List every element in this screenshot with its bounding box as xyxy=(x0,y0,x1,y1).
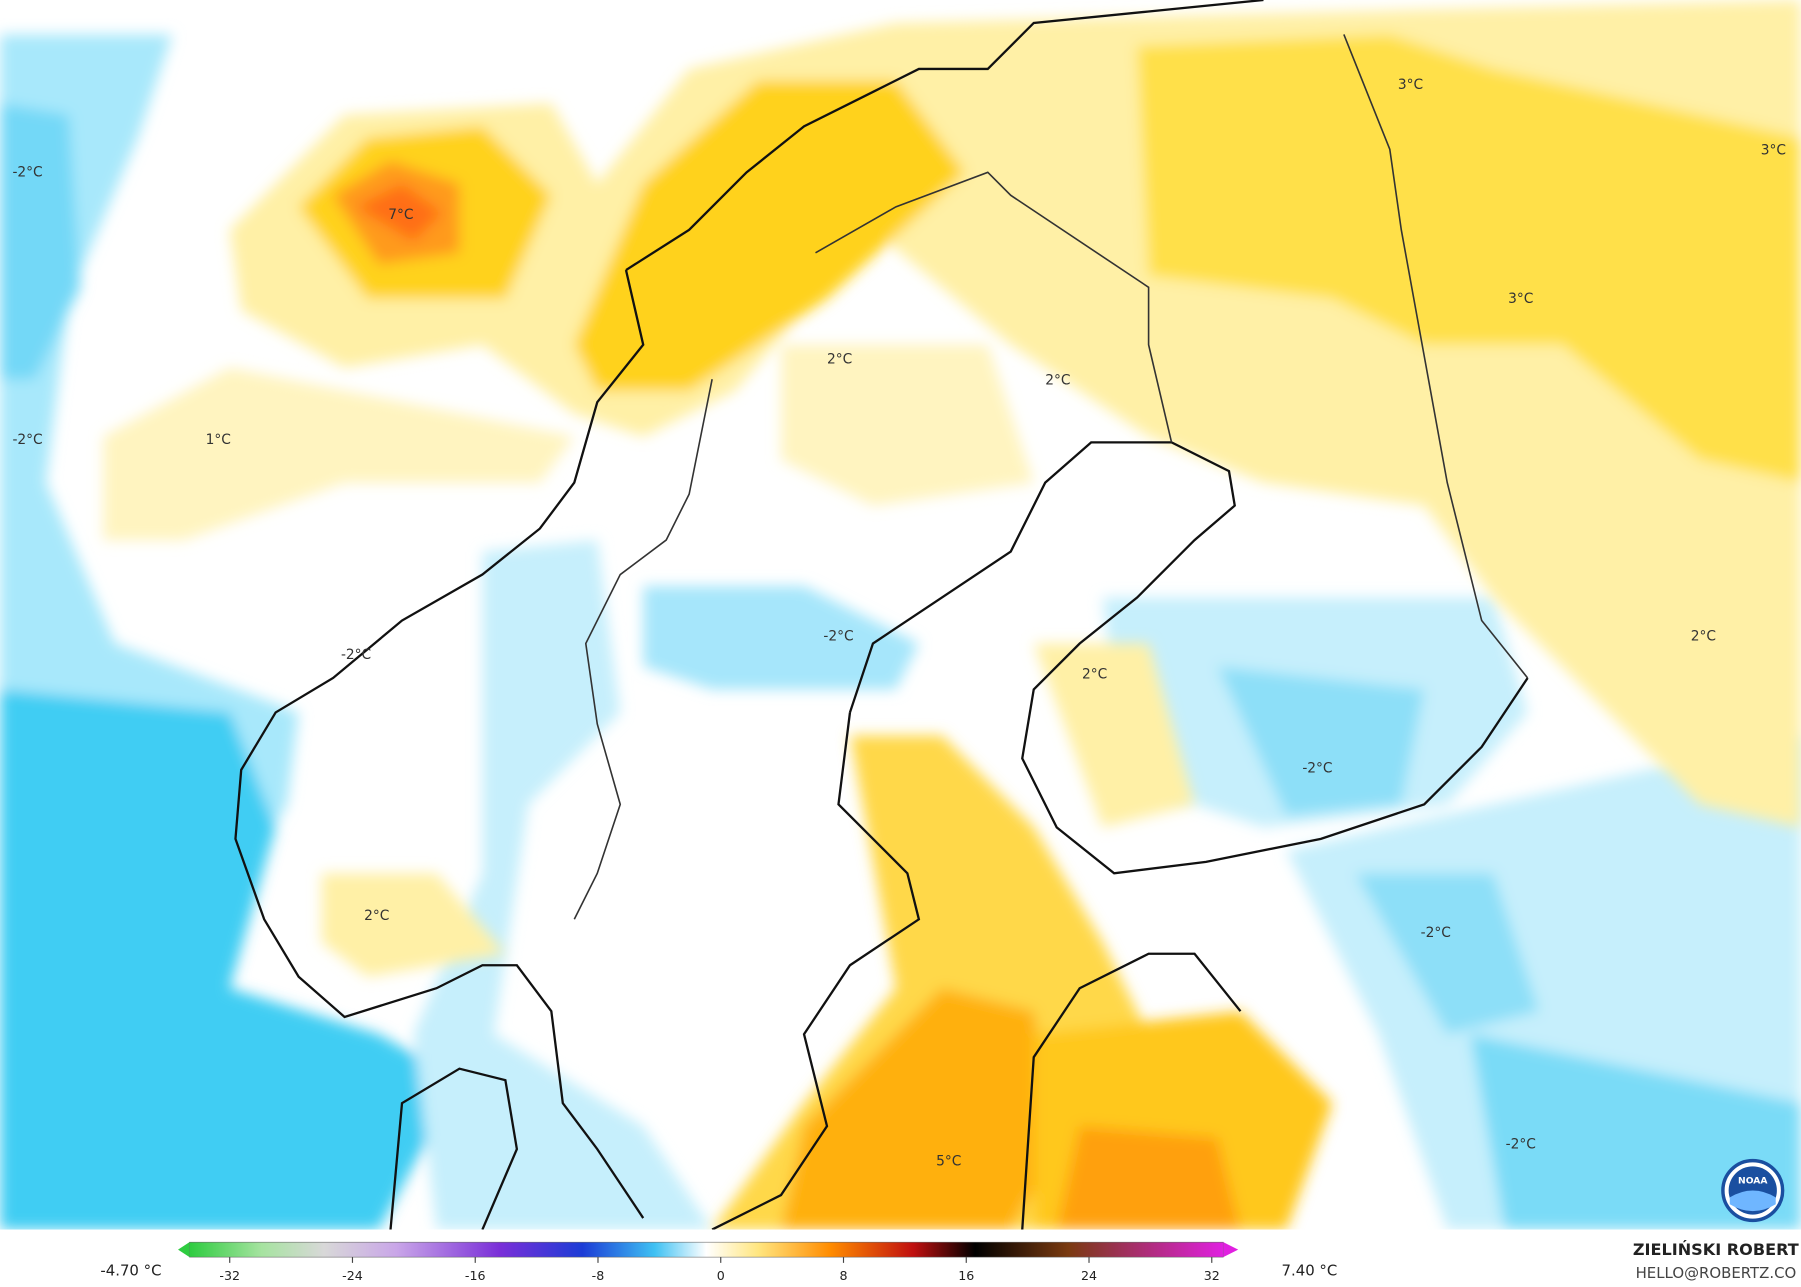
temperature-label: 3°C xyxy=(1508,291,1533,307)
footer xyxy=(0,1229,1801,1287)
temperature-labels: -2°C 7°C -2°C 1°C 2°C 2°C 3°C 3°C 3°C -2°C -2°C 2°C… xyxy=(12,77,1786,1170)
temperature-label: 5°C xyxy=(936,1154,961,1170)
colorbar-tick-label: 32 xyxy=(1204,1268,1220,1283)
colorbar-tick-label: 24 xyxy=(1081,1268,1097,1283)
svg-text:NOAA: NOAA xyxy=(1738,1176,1768,1187)
temperature-label: -2°C xyxy=(1506,1137,1536,1153)
temperature-label: 2°C xyxy=(1082,667,1107,683)
noaa-logo: NOAA xyxy=(1721,1158,1785,1223)
temperature-label: -2°C xyxy=(341,647,371,663)
colorbar-low-arrow xyxy=(178,1242,190,1258)
colorbar-tick-label: -8 xyxy=(592,1268,605,1283)
temperature-label: -2°C xyxy=(1421,925,1451,941)
colorbar-tick-label: 8 xyxy=(839,1268,847,1283)
field-min: -4.70 °C xyxy=(100,1262,161,1280)
field-max: 7.40 °C xyxy=(1281,1262,1337,1280)
colorbar-tick-label: 16 xyxy=(958,1268,974,1283)
author: ZIELIŃSKI ROBERT xyxy=(1633,1240,1799,1259)
temperature-label: -2°C xyxy=(823,629,853,645)
contact: HELLO@ROBERTZ.CO xyxy=(1636,1264,1797,1282)
colorbar-tick-label: -16 xyxy=(465,1268,486,1283)
colorbar-ticks: -32 -24 -16 -8 0 8 16 24 32 xyxy=(219,1257,1220,1283)
borders xyxy=(573,34,1529,920)
temperature-label: -2°C xyxy=(1302,761,1332,777)
temperature-label: 7°C xyxy=(388,207,413,223)
colorbar xyxy=(189,1241,1224,1258)
temperature-label: 1°C xyxy=(206,432,231,448)
colorbar-tick-label: 0 xyxy=(717,1268,725,1283)
colorbar-tick-label: -32 xyxy=(219,1268,240,1283)
temperature-label: 2°C xyxy=(827,352,852,368)
temperature-label: -2°C xyxy=(12,432,42,448)
colorbar-tick-label: -24 xyxy=(342,1268,363,1283)
colorbar-high-arrow xyxy=(1223,1242,1239,1258)
temperature-label: 2°C xyxy=(364,908,389,924)
temperature-label: 2°C xyxy=(1045,372,1070,388)
temperature-label: 2°C xyxy=(1691,629,1716,645)
coastlines xyxy=(234,0,1529,1231)
temperature-field xyxy=(0,0,1801,1230)
temperature-label: 3°C xyxy=(1398,77,1423,93)
temperature-label: 3°C xyxy=(1761,143,1786,159)
temperature-label: -2°C xyxy=(12,164,42,180)
